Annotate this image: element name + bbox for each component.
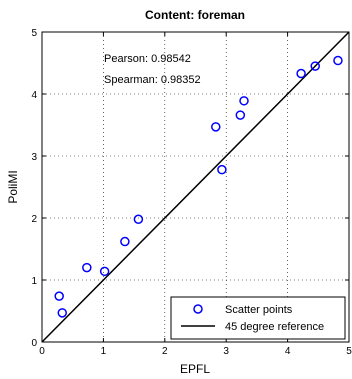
pearson-annotation: Pearson: 0.98542	[104, 53, 191, 65]
scatter-point	[99, 266, 110, 277]
scatter-point	[296, 68, 306, 79]
spearman-annotation: Spearman: 0.98352	[104, 74, 201, 86]
legend-marker-scatter-points	[193, 304, 203, 314]
scatter-point	[54, 291, 64, 301]
y-axis-label: PoliMI	[6, 170, 20, 203]
scatter-point	[239, 96, 249, 106]
scatter-point	[57, 308, 68, 318]
x-tick-label: 2	[162, 346, 168, 357]
y-tick-label: 3	[31, 152, 37, 163]
x-axis-label: EPFL	[180, 362, 210, 376]
reference-line	[41, 31, 350, 343]
y-tick-label: 4	[31, 90, 37, 101]
scatter-points-layer	[54, 55, 343, 318]
x-tick-label: 3	[223, 346, 229, 357]
scatter-point	[333, 55, 343, 66]
x-tick-label: 4	[285, 346, 291, 357]
plot-frame	[41, 31, 350, 343]
y-tick-label: 1	[31, 276, 37, 287]
scatter-point	[120, 236, 130, 247]
chart-title: Content: foreman	[145, 8, 245, 22]
y-tick-label: 0	[31, 338, 37, 349]
y-tick-label: 2	[31, 214, 37, 225]
reference-line-layer	[41, 31, 350, 343]
scatter-point	[235, 110, 246, 120]
scatter-point	[133, 214, 144, 224]
legend-label-scatter-points: Scatter points	[225, 304, 293, 316]
legend-box	[170, 296, 346, 340]
x-tick-label: 0	[39, 346, 45, 357]
scatter-point	[217, 164, 227, 175]
scatter-point	[211, 122, 221, 132]
y-tick-label: 5	[31, 28, 37, 39]
legend-label-reference-line: 45 degree reference	[225, 321, 324, 333]
scatter-point	[82, 262, 92, 273]
x-tick-label: 5	[346, 346, 352, 357]
legend: Scatter points 45 degree reference	[170, 296, 346, 340]
x-tick-label: 1	[101, 346, 107, 357]
scatter-point	[310, 61, 320, 71]
x-axis-ticks: 0 1 2 3 4 5	[39, 32, 352, 357]
